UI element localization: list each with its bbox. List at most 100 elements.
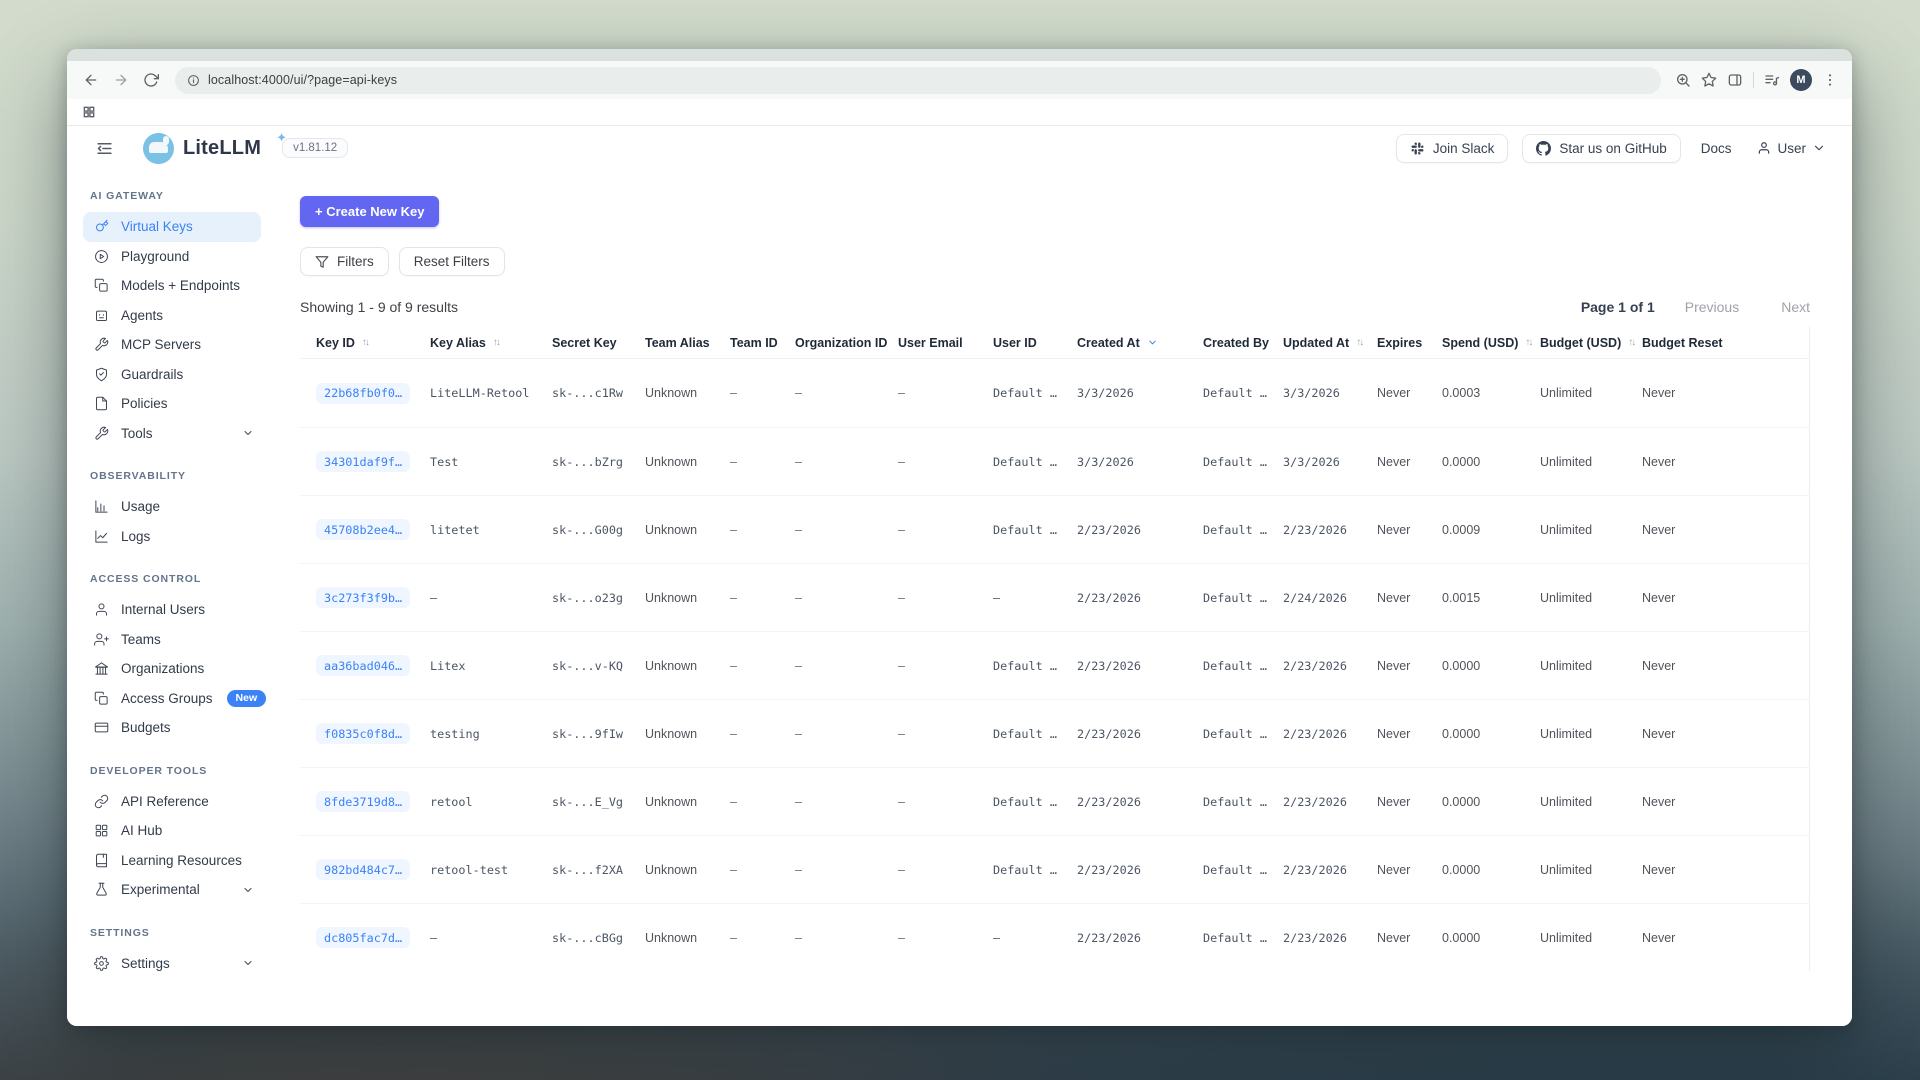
filters-label: Filters — [337, 254, 374, 269]
sidebar-item-usage[interactable]: Usage — [83, 492, 261, 522]
side-panel-icon[interactable] — [1727, 72, 1743, 88]
column-header-budget-usd[interactable]: Budget (USD) ↑↓ — [1540, 336, 1642, 350]
sidebar-section-label: ACCESS CONTROL — [90, 573, 202, 585]
cell-created-at: 2/23/2026 — [1077, 794, 1141, 809]
url-text: localhost:4000/ui/?page=api-keys — [208, 73, 398, 87]
cell-team-id: – — [730, 386, 737, 400]
kebab-menu-icon[interactable] — [1822, 72, 1838, 88]
sidebar-item-mcp-servers[interactable]: MCP Servers — [83, 330, 261, 360]
table-row[interactable]: aa36bad046… Litex sk-...v-KQ Unknown – – – Defa… — [300, 631, 1809, 699]
table-row[interactable]: 8fde3719d8… retool sk-...E_Vg Unknown – – – Def… — [300, 767, 1809, 835]
column-header-label: Budget (USD) — [1540, 335, 1622, 350]
sidebar-item-playground[interactable]: Playground — [83, 242, 261, 272]
column-header-created-at[interactable]: Created At — [1077, 336, 1203, 350]
sidebar-item-label: Guardrails — [121, 366, 184, 382]
slack-icon — [1411, 141, 1424, 155]
sidebar-item-policies[interactable]: Policies — [83, 389, 261, 419]
cell-user-id: Default … — [993, 658, 1057, 673]
column-header-key-alias[interactable]: Key Alias ↑↓ — [430, 336, 552, 350]
sidebar-item-models-endpoints[interactable]: Models + Endpoints — [83, 271, 261, 301]
join-slack-button[interactable]: Join Slack — [1395, 133, 1509, 163]
gear-icon — [94, 955, 109, 971]
cell-key-alias: retool — [430, 794, 473, 809]
table-header-row: Key ID ↑↓ Key Alias ↑↓ Secret Key Team Alias T… — [300, 327, 1809, 359]
sidebar-item-settings[interactable]: Settings — [83, 949, 261, 979]
column-header-team-alias: Team Alias — [645, 336, 730, 350]
previous-button[interactable]: Previous — [1684, 299, 1740, 315]
sidebar-collapse-icon[interactable] — [95, 139, 114, 158]
url-bar[interactable]: localhost:4000/ui/?page=api-keys — [175, 66, 1661, 94]
cell-key-id: 34301daf9f… — [300, 451, 430, 472]
reset-filters-button[interactable]: Reset Filters — [398, 247, 505, 276]
refresh-icon[interactable] — [137, 66, 165, 94]
cell-user-email: – — [898, 590, 905, 605]
profile-avatar[interactable]: M — [1790, 69, 1812, 91]
cell-organization-id: – — [795, 930, 802, 945]
sidebar-item-virtual-keys[interactable]: Virtual Keys — [83, 212, 261, 242]
key-id-link[interactable]: dc805fac7d… — [316, 927, 411, 948]
key-id-link[interactable]: 45708b2ee4… — [316, 519, 411, 540]
sidebar-item-guardrails[interactable]: Guardrails — [83, 360, 261, 390]
cell-expires: Never — [1377, 658, 1411, 673]
table-row[interactable]: dc805fac7d… – sk-...cBGg Unknown – – – – 2/23/20… — [300, 903, 1809, 971]
media-controls-icon[interactable] — [1764, 72, 1780, 88]
sidebar-item-experimental[interactable]: Experimental — [83, 875, 261, 905]
sidebar-item-learning-resources[interactable]: Learning Resources — [83, 846, 261, 876]
docs-link[interactable]: Docs — [1700, 140, 1732, 156]
column-header-label: Created By — [1203, 335, 1269, 350]
sidebar-item-teams[interactable]: Teams — [83, 625, 261, 655]
sidebar-item-logs[interactable]: Logs — [83, 522, 261, 552]
cell-user-id: – — [993, 930, 1001, 945]
sidebar-item-tools[interactable]: Tools — [83, 419, 261, 449]
key-id-link[interactable]: 8fde3719d8… — [316, 791, 411, 812]
link-icon — [94, 794, 109, 809]
key-id-link[interactable]: 3c273f3f9b… — [316, 587, 411, 608]
next-button[interactable]: Next — [1781, 299, 1810, 315]
table-row[interactable]: 22b68fb0f0… LiteLLM-Retool sk-...c1Rw Unkno… — [300, 359, 1809, 427]
sidebar-item-organizations[interactable]: Organizations — [83, 654, 261, 684]
sidebar-item-api-reference[interactable]: API Reference — [83, 787, 261, 817]
column-header-key-id[interactable]: Key ID ↑↓ — [300, 336, 430, 350]
sidebar-item-agents[interactable]: Agents — [83, 301, 261, 331]
bookmark-star-icon[interactable] — [1701, 72, 1717, 88]
key-id-link[interactable]: 22b68fb0f0… — [316, 382, 411, 404]
sidebar-item-label: MCP Servers — [121, 337, 202, 353]
sidebar-item-access-groups[interactable]: Access Groups New — [83, 684, 267, 714]
table-row[interactable]: 982bd484c7… retool-test sk-...f2XA Unknown –… — [300, 835, 1809, 903]
sidebar-item-internal-users[interactable]: Internal Users — [83, 595, 261, 625]
key-id-link[interactable]: 34301daf9f… — [316, 451, 411, 472]
column-header-label: Key Alias — [430, 335, 486, 350]
column-header-label: Team Alias — [645, 335, 710, 350]
table-row[interactable]: 45708b2ee4… litetet sk-...G00g Unknown – – – De… — [300, 495, 1809, 563]
star-github-button[interactable]: Star us on GitHub — [1522, 133, 1681, 163]
wrench-icon — [94, 337, 109, 352]
table-row[interactable]: 34301daf9f… Test sk-...bZrg Unknown – – – Defau… — [300, 427, 1809, 495]
cell-secret-key: sk-...v-KQ — [552, 658, 624, 673]
key-id-link[interactable]: f0835c0f8d… — [316, 723, 411, 744]
column-header-label: Secret Key — [552, 335, 617, 350]
sidebar-item-budgets[interactable]: Budgets — [83, 713, 261, 743]
user-menu[interactable]: User — [1757, 141, 1826, 156]
litellm-logo-icon — [143, 132, 174, 164]
cell-secret-key: sk-...9fIw — [552, 726, 624, 741]
sidebar-item-ai-hub[interactable]: AI Hub — [83, 816, 261, 846]
table-row[interactable]: 3c273f3f9b… – sk-...o23g Unknown – – – – 2/23/20… — [300, 563, 1809, 631]
table-row[interactable]: f0835c0f8d… testing sk-...9fIw Unknown – – – De… — [300, 699, 1809, 767]
forward-icon[interactable] — [107, 66, 135, 94]
zoom-icon[interactable] — [1675, 72, 1691, 88]
create-new-key-button[interactable]: + Create New Key — [300, 196, 440, 227]
column-header-label: Expires — [1377, 335, 1423, 350]
apps-grid-icon[interactable] — [82, 105, 96, 119]
sidebar-section-label: OBSERVABILITY — [90, 470, 186, 482]
sidebar-item-label: Internal Users — [121, 602, 206, 618]
column-header-spend-usd[interactable]: Spend (USD) ↑↓ — [1442, 336, 1540, 350]
filters-button[interactable]: Filters — [300, 247, 389, 276]
key-id-link[interactable]: 982bd484c7… — [316, 859, 411, 880]
table-body: 22b68fb0f0… LiteLLM-Retool sk-...c1Rw Unkno… — [300, 359, 1809, 971]
back-icon[interactable] — [77, 66, 105, 94]
info-icon[interactable] — [187, 74, 200, 87]
cell-budget-usd: Unlimited — [1540, 726, 1593, 741]
key-id-link[interactable]: aa36bad046… — [316, 655, 411, 676]
cell-budget-usd: Unlimited — [1540, 930, 1593, 945]
column-header-updated-at[interactable]: Updated At ↑↓ — [1283, 336, 1377, 350]
